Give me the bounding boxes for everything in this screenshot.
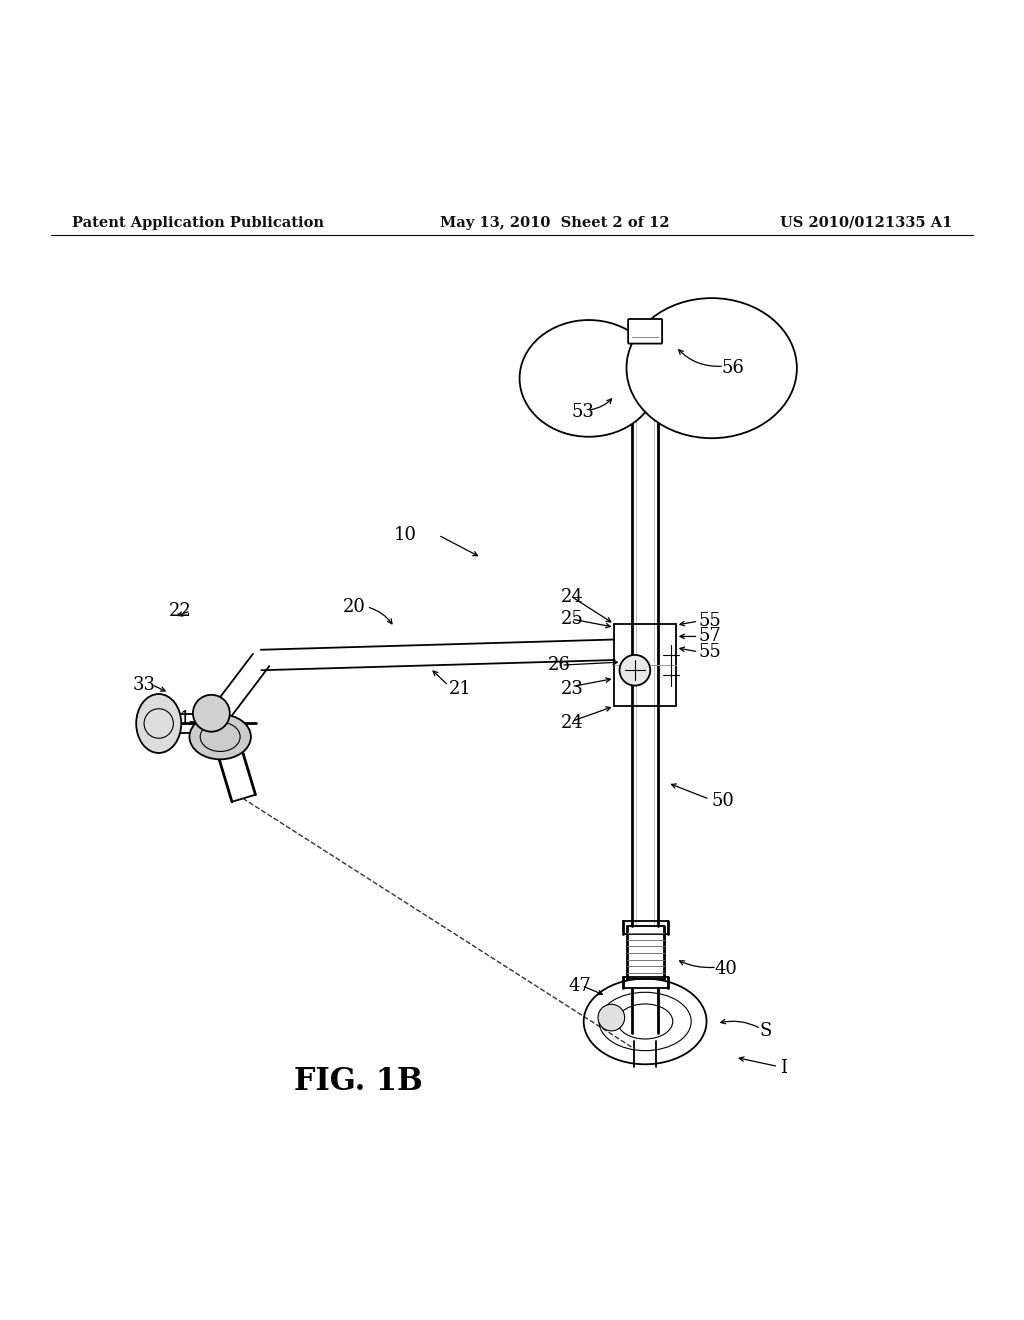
Text: 24: 24 — [561, 587, 584, 606]
Ellipse shape — [189, 714, 251, 759]
Ellipse shape — [519, 319, 658, 437]
Text: 33: 33 — [133, 676, 156, 693]
Text: 53: 53 — [571, 403, 594, 421]
Text: 30: 30 — [193, 725, 215, 743]
Text: 10: 10 — [394, 527, 417, 544]
Text: 47: 47 — [568, 977, 591, 995]
Text: 22: 22 — [169, 602, 191, 620]
FancyBboxPatch shape — [628, 319, 663, 343]
Text: Patent Application Publication: Patent Application Publication — [72, 215, 324, 230]
Text: 25: 25 — [561, 610, 584, 628]
Text: I: I — [780, 1059, 787, 1077]
Ellipse shape — [136, 694, 181, 752]
Text: 21: 21 — [449, 680, 471, 698]
Text: 24: 24 — [561, 714, 584, 733]
Text: 57: 57 — [698, 627, 721, 645]
Text: 20: 20 — [343, 598, 366, 615]
Text: 26: 26 — [548, 656, 570, 675]
Text: US 2010/0121335 A1: US 2010/0121335 A1 — [780, 215, 952, 230]
Text: 23: 23 — [561, 680, 584, 698]
Text: May 13, 2010  Sheet 2 of 12: May 13, 2010 Sheet 2 of 12 — [440, 215, 670, 230]
Text: 55: 55 — [698, 643, 721, 661]
Circle shape — [620, 655, 650, 685]
Text: S: S — [760, 1022, 772, 1040]
Text: 55: 55 — [698, 612, 721, 630]
Text: FIG. 1B: FIG. 1B — [294, 1067, 423, 1097]
Text: 31: 31 — [169, 710, 191, 729]
Circle shape — [598, 1005, 625, 1031]
Text: 50: 50 — [712, 792, 734, 810]
Text: 40: 40 — [715, 960, 737, 978]
Ellipse shape — [627, 298, 797, 438]
Text: 56: 56 — [722, 359, 744, 378]
Circle shape — [193, 694, 229, 731]
